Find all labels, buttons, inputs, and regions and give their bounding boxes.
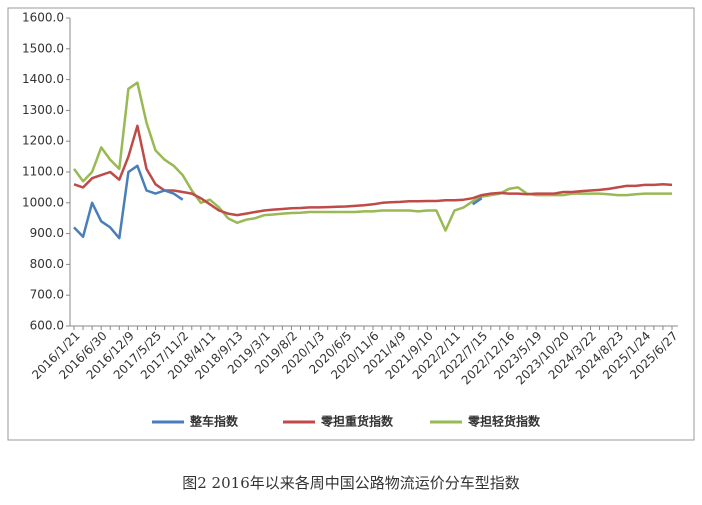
y-tick-label: 1200.0 — [22, 134, 64, 148]
y-tick-label: 600.0 — [30, 319, 64, 333]
y-tick-label: 800.0 — [30, 257, 64, 271]
legend-label: 整车指数 — [189, 414, 239, 429]
series-line — [73, 124, 673, 217]
series-line — [72, 81, 672, 232]
y-tick-label: 1500.0 — [22, 41, 64, 55]
caption: 图2 2016年以来各周中国公路物流运价分车型指数 — [182, 474, 520, 492]
y-tick-label: 700.0 — [30, 288, 64, 302]
y-tick-label: 1100.0 — [22, 165, 64, 179]
legend-label: 零担重货指数 — [320, 414, 394, 429]
chart-frame — [7, 7, 695, 441]
series-line — [73, 164, 483, 240]
y-tick-label: 1600.0 — [22, 11, 64, 25]
y-tick-label: 1000.0 — [22, 195, 64, 209]
y-tick-label: 900.0 — [30, 226, 64, 240]
y-tick-label: 1300.0 — [22, 103, 64, 117]
y-tick-label: 1400.0 — [22, 72, 64, 86]
legend-label: 零担轻货指数 — [467, 414, 541, 429]
